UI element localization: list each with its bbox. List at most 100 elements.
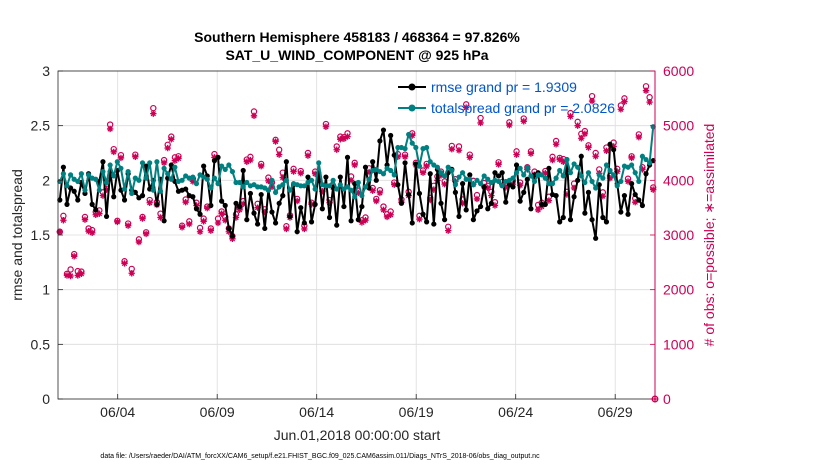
y-right-tick-label: 0 <box>663 391 671 407</box>
totalspread-point <box>204 176 210 182</box>
totalspread-point <box>362 184 369 190</box>
x-tick-label: 06/29 <box>598 404 633 420</box>
legend-spread-label: totalspread grand pr = 2.0826 <box>431 100 615 116</box>
totalspread-point <box>402 146 408 152</box>
totalspread-point <box>557 167 563 174</box>
rmse-point <box>431 221 437 227</box>
totalspread-point <box>82 187 88 193</box>
obs-assimilated-point <box>178 224 186 231</box>
totalspread-point <box>553 175 559 181</box>
obs-assimilated-point <box>592 153 599 160</box>
obs-assimilated-point <box>114 218 121 226</box>
rmse-point <box>420 211 426 217</box>
y-axis-left-label: rmse and totalspread <box>9 169 25 301</box>
totalspread-point <box>143 175 149 181</box>
obs-assimilated-point <box>642 87 650 94</box>
totalspread-point <box>495 178 502 185</box>
rmse-point <box>600 214 606 221</box>
rmse-point <box>103 213 110 220</box>
totalspread-point <box>244 179 250 186</box>
obs-assimilated-point <box>182 199 189 206</box>
x-tick-label: 06/19 <box>399 404 434 420</box>
totalspread-point <box>316 160 322 166</box>
totalspread-point <box>165 171 171 177</box>
totalspread-point <box>391 172 397 178</box>
obs-assimilated-point <box>581 130 589 138</box>
obs-assimilated-point <box>560 158 567 165</box>
rmse-point <box>517 198 523 204</box>
obs-assimilated-point <box>301 225 308 233</box>
obs-assimilated-point <box>369 187 376 194</box>
obs-assimilated-point <box>462 104 470 111</box>
obs-assimilated-point <box>204 205 211 212</box>
rmse-point <box>57 197 63 203</box>
obs-assimilated-point <box>200 218 207 225</box>
totalspread-point <box>193 181 200 187</box>
totalspread-point <box>308 177 315 183</box>
totalspread-point <box>445 164 451 170</box>
obs-assimilated-point <box>121 260 128 267</box>
totalspread-point <box>427 159 433 165</box>
totalspread-point <box>139 160 146 166</box>
obs-assimilated-point <box>240 200 247 208</box>
y-right-tick-label: 6000 <box>663 63 694 79</box>
obs-assimilated-point <box>247 156 254 164</box>
obs-assimilated-point <box>362 217 369 224</box>
totalspread-point <box>589 178 595 185</box>
obs-assimilated-point <box>344 133 351 140</box>
rmse-point <box>233 200 239 206</box>
rmse-point <box>416 190 423 197</box>
rmse-point <box>75 197 81 203</box>
totalspread-point <box>632 170 638 176</box>
y-left-tick-label: 1 <box>42 282 50 298</box>
obs-assimilated-point <box>373 197 380 205</box>
obs-assimilated-point <box>297 170 304 177</box>
obs-assimilated-point <box>387 211 394 218</box>
totalspread-point <box>219 163 225 169</box>
rmse-point <box>409 220 415 226</box>
rmse-point <box>262 225 268 232</box>
y-left-tick-label: 3 <box>42 63 50 79</box>
obs-assimilated-point <box>585 144 592 151</box>
totalspread-point <box>434 164 441 170</box>
obs-assimilated-point <box>635 133 643 141</box>
totalspread-point <box>521 172 527 178</box>
y-right-tick-label: 2000 <box>663 282 694 298</box>
rmse-point <box>258 191 264 198</box>
rmse-point <box>571 194 577 200</box>
obs-assimilated-point <box>610 143 617 150</box>
obs-assimilated-point <box>455 147 463 154</box>
rmse-point <box>452 189 459 195</box>
rmse-point <box>621 193 628 199</box>
rmse-point <box>215 154 221 160</box>
totalspread-point <box>510 175 516 181</box>
totalspread-point <box>269 177 275 183</box>
totalspread-point <box>85 172 92 178</box>
rmse-point <box>470 217 476 223</box>
rmse-point <box>575 177 581 183</box>
obs-assimilated-point <box>268 183 276 191</box>
totalspread-point <box>442 173 448 179</box>
totalspread-point <box>639 153 646 159</box>
rmse-point <box>89 201 95 207</box>
obs-assimilated-point <box>545 197 553 204</box>
y-right-tick-label: 5000 <box>663 118 694 134</box>
totalspread-point <box>283 177 289 183</box>
obs-assimilated-point <box>164 144 171 152</box>
rmse-point <box>237 203 243 210</box>
rmse-point <box>208 202 214 209</box>
obs-assimilated-point <box>639 166 646 173</box>
obs-assimilated-point <box>293 197 301 205</box>
totalspread-point <box>366 176 372 182</box>
totalspread-point <box>456 174 462 180</box>
rmse-point <box>323 174 329 180</box>
totalspread-point <box>121 186 128 192</box>
rmse-point <box>388 132 394 139</box>
rmse-point <box>183 186 189 192</box>
totalspread-point <box>254 184 261 190</box>
y-left-tick-label: 0.5 <box>31 336 51 352</box>
obs-assimilated-point <box>614 168 621 175</box>
obs-assimilated-point <box>304 152 312 159</box>
totalspread-point <box>603 162 610 168</box>
obs-assimilated-point <box>556 156 563 163</box>
